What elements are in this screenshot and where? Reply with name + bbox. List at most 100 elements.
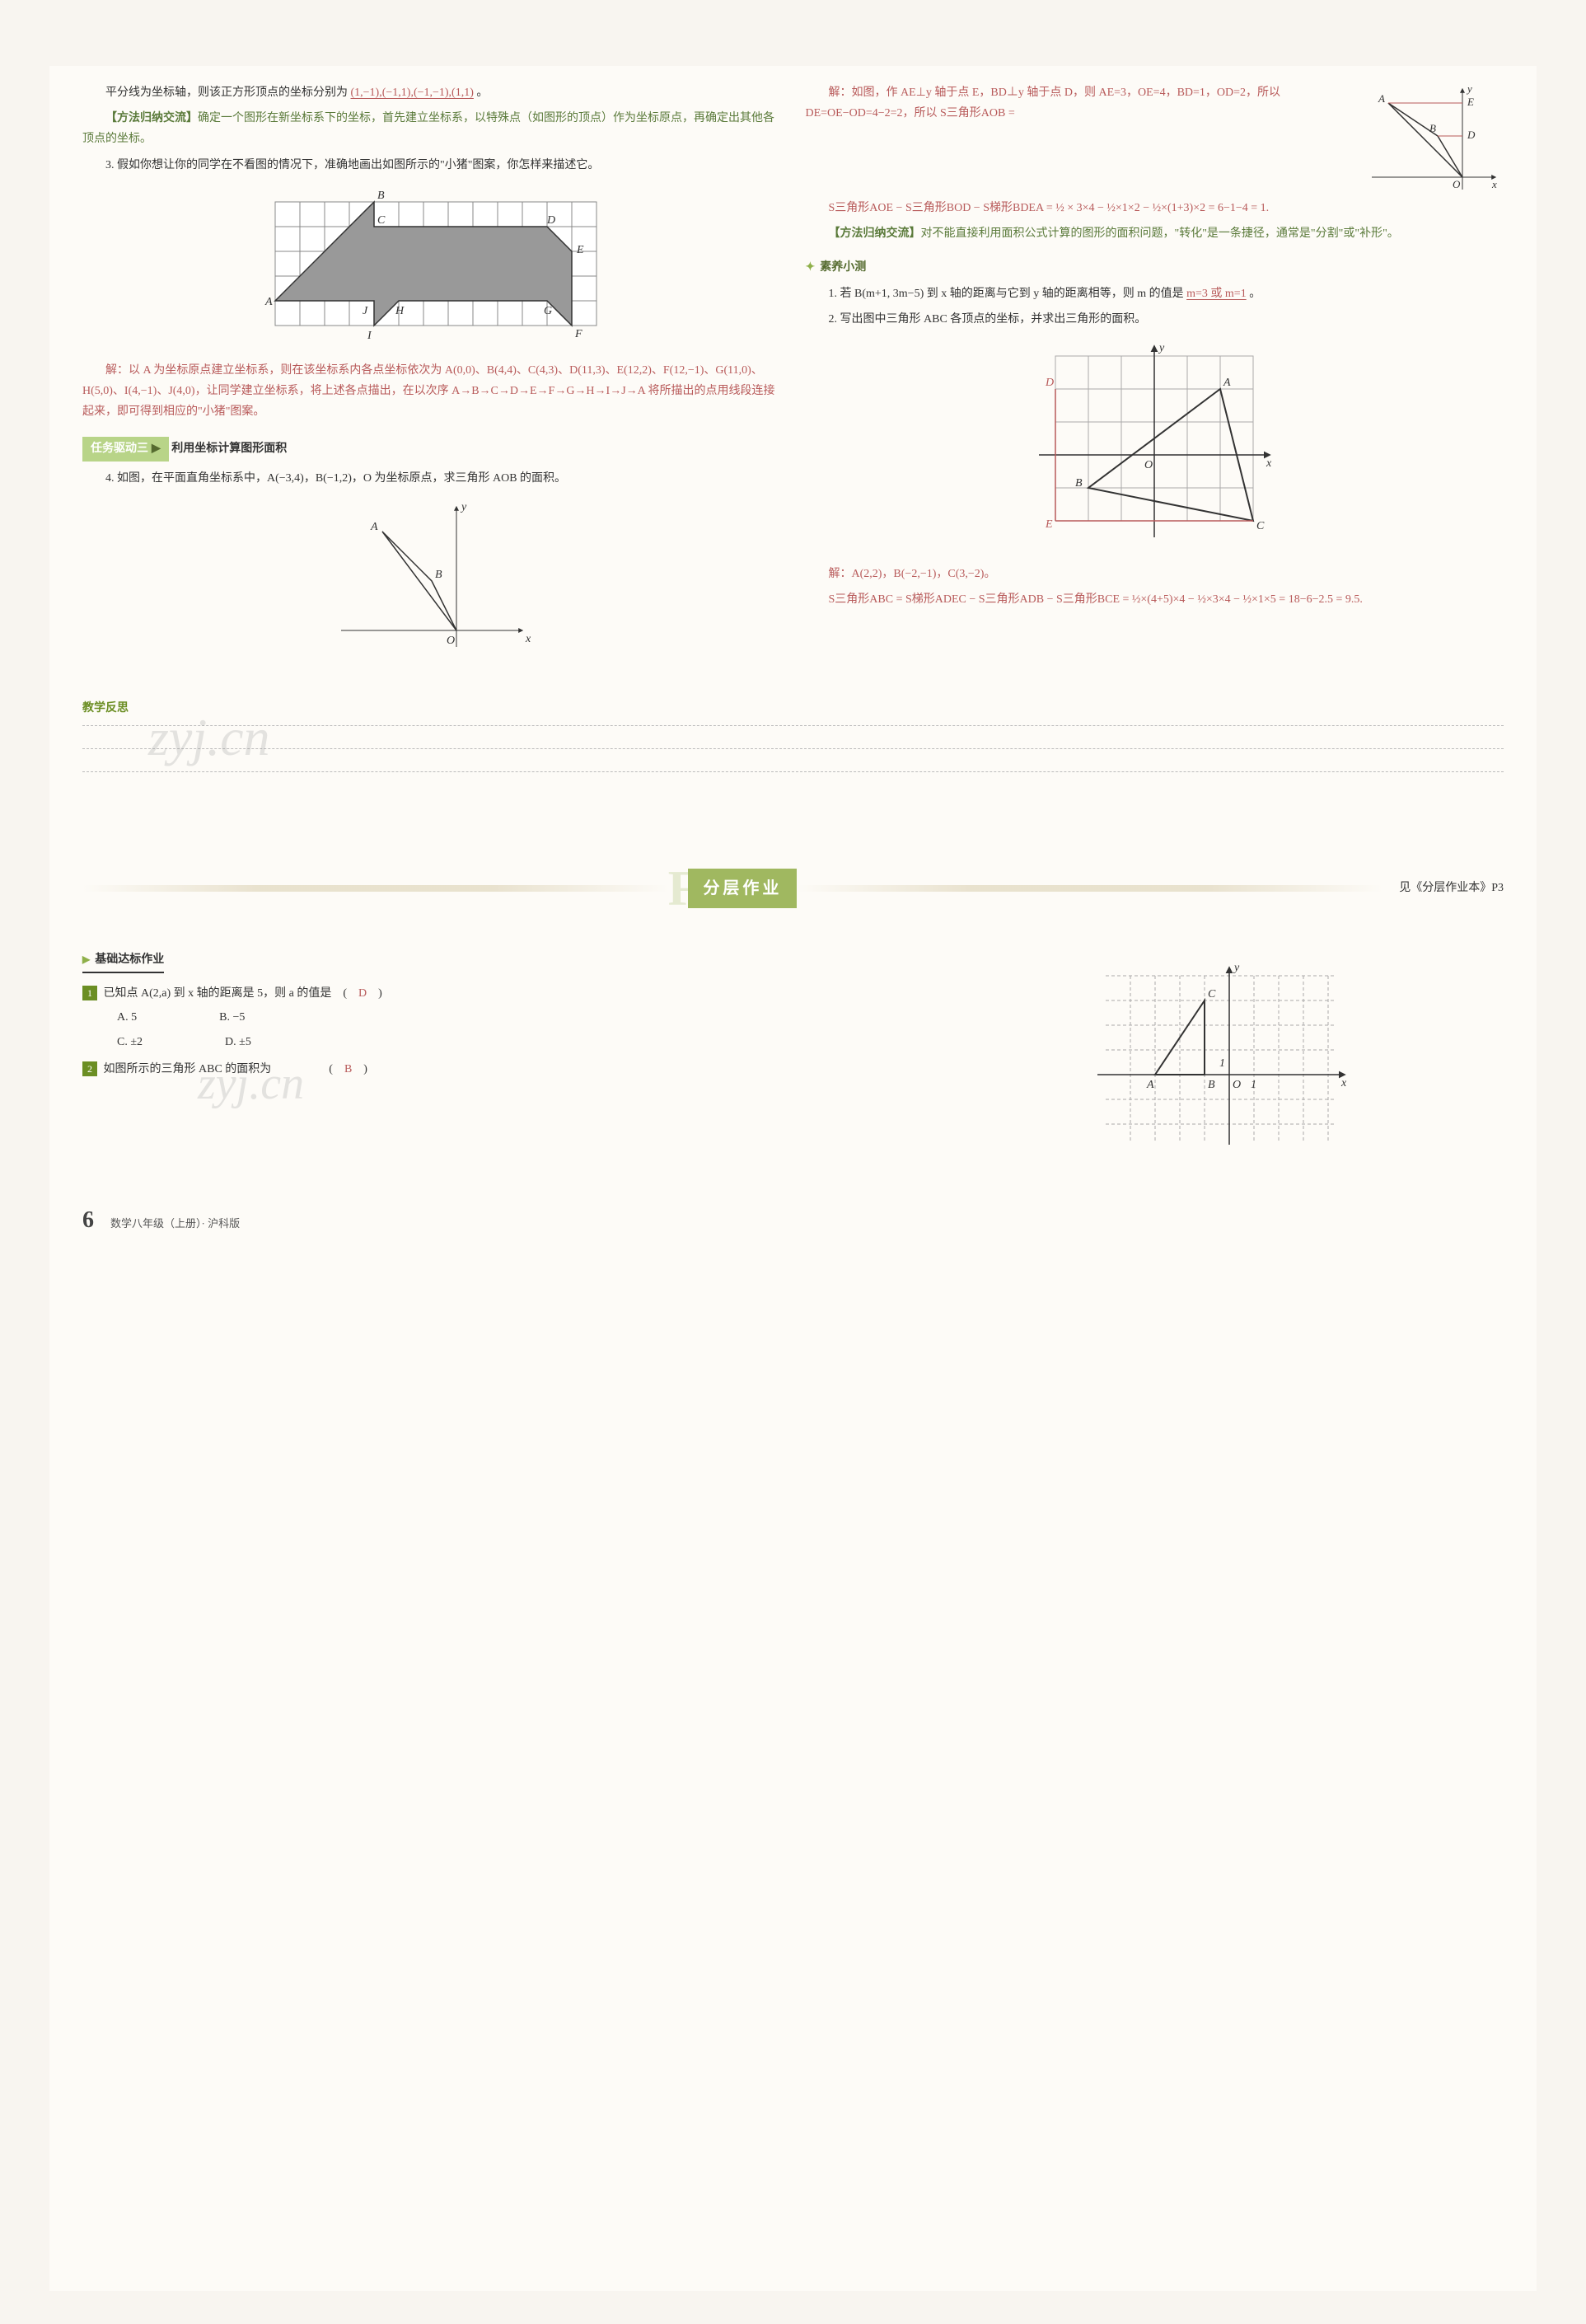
sol3: 解：以 A 为坐标原点建立坐标系，则在该坐标系内各点坐标依次为 A(0,0)、B…: [82, 360, 781, 423]
q4-O: O: [447, 635, 455, 647]
q1-options-row1: A. 5 B. −5: [82, 1007, 897, 1028]
reflection-label: 教学反思: [82, 698, 1504, 719]
intro-text: 平分线为坐标轴，则该正方形顶点的坐标分别为: [105, 87, 348, 99]
sol4-O: O: [1453, 178, 1461, 190]
q3: 3. 假如你想让你的同学在不看图的情况下，准确地画出如图所示的"小猪"图案，你怎…: [82, 155, 781, 176]
sy2-figure: x y O A B C D E: [1022, 340, 1286, 554]
sy1-ans: m=3 或 m=1: [1186, 288, 1247, 300]
right-column: 解：如图，作 AE⊥y 轴于点 E，BD⊥y 轴于点 D，则 AE=3，OE=4…: [806, 82, 1504, 673]
homework-left: 基础达标作业 1 已知点 A(2,a) 到 x 轴的距离是 5，则 a 的值是 …: [82, 949, 897, 1167]
q2-ans: B: [344, 1063, 352, 1075]
q1-opt-b: B. −5: [219, 1007, 245, 1028]
pig-label-D: D: [546, 214, 555, 227]
footer-text: 数学八年级（上册）· 沪科版: [110, 1214, 240, 1233]
hw-figure: x y A B C O 1 1: [1073, 959, 1353, 1157]
q1-num: 1: [82, 986, 97, 1000]
sol4-x: x: [1491, 178, 1497, 190]
sy2-D: D: [1045, 377, 1054, 389]
hw-C: C: [1208, 988, 1216, 1000]
homework-right: x y A B C O 1 1: [922, 949, 1504, 1167]
q1-opt-d: D. ±5: [225, 1032, 251, 1052]
method1-label: 【方法归纳交流】: [105, 112, 198, 124]
banner-title: 分层作业: [688, 869, 797, 908]
hw-q2: 2 如图所示的三角形 ABC 的面积为 ( B ) zyj.cn: [82, 1059, 897, 1080]
layered-banner: F 分层作业 见《分层作业本》P3: [82, 844, 1504, 933]
pig-label-G: G: [544, 305, 552, 317]
reflection-line: [82, 748, 1504, 771]
sol4-A: A: [1378, 92, 1385, 105]
banner-ref: 见《分层作业本》P3: [1382, 878, 1504, 898]
hw-y: y: [1233, 962, 1240, 974]
hw-q1: 1 已知点 A(2,a) 到 x 轴的距离是 5，则 a 的值是 ( D ): [82, 983, 897, 1004]
sy2-B: B: [1075, 477, 1083, 490]
sol4-p2: S三角形AOE − S三角形BOD − S梯形BDEA = ½ × 3×4 − …: [806, 198, 1504, 218]
page-number: 6: [82, 1200, 94, 1241]
q2-num: 2: [82, 1061, 97, 1076]
pig-label-E: E: [576, 244, 584, 256]
homework-section: 基础达标作业 1 已知点 A(2,a) 到 x 轴的距离是 5，则 a 的值是 …: [82, 949, 1504, 1167]
reflection-section: 教学反思 zyj.cn: [82, 698, 1504, 794]
hw-label: 基础达标作业: [82, 949, 164, 973]
hw-O: O: [1233, 1079, 1241, 1091]
q1-opt-a: A. 5: [117, 1007, 137, 1028]
sol4-figure: x y O A E B D: [1364, 82, 1504, 198]
main-two-columns: 平分线为坐标轴，则该正方形顶点的坐标分别为 (1,−1),(−1,1),(−1,…: [82, 82, 1504, 673]
pig-label-H: H: [395, 305, 405, 317]
hw-A: A: [1146, 1079, 1154, 1091]
banner-line-right: [797, 885, 1382, 892]
pig-label-A: A: [264, 296, 273, 308]
sy2-A: A: [1223, 377, 1231, 389]
hw-1y: 1: [1219, 1057, 1225, 1070]
reflection-line: [82, 771, 1504, 794]
sy1-text: 1. 若 B(m+1, 3m−5) 到 x 轴的距离与它到 y 轴的距离相等，则…: [829, 288, 1184, 300]
sol4-y: y: [1466, 82, 1472, 95]
sy2: 2. 写出图中三角形 ABC 各顶点的坐标，并求出三角形的面积。: [806, 309, 1504, 330]
pig-label-F: F: [574, 328, 582, 340]
pig-figure: A B C D E F G H I J: [259, 185, 605, 350]
sy2-C: C: [1256, 520, 1265, 532]
q1-close: ): [367, 987, 382, 1000]
intro-answer: (1,−1),(−1,1),(−1,−1),(1,1): [351, 87, 474, 99]
q4-figure: x y O A B: [325, 499, 539, 663]
banner-line-left: [82, 885, 668, 892]
method2-label: 【方法归纳交流】: [829, 227, 921, 240]
pig-label-B: B: [377, 190, 385, 202]
sy1-end: 。: [1249, 288, 1261, 300]
method1: 【方法归纳交流】确定一个图形在新坐标系下的坐标，首先建立坐标系，以特殊点（如图形…: [82, 108, 781, 149]
sol4-p1: 解：如图，作 AE⊥y 轴于点 E，BD⊥y 轴于点 D，则 AE=3，OE=4…: [806, 82, 1356, 124]
left-column: 平分线为坐标轴，则该正方形顶点的坐标分别为 (1,−1),(−1,1),(−1,…: [82, 82, 781, 673]
sol4-E: E: [1467, 96, 1474, 108]
sy2-E: E: [1045, 518, 1053, 531]
sy2-sol1: 解：A(2,2)，B(−2,−1)，C(3,−2)。: [806, 564, 1504, 584]
task3-title: 利用坐标计算图形面积: [171, 443, 287, 455]
sol4-row: 解：如图，作 AE⊥y 轴于点 E，BD⊥y 轴于点 D，则 AE=3，OE=4…: [806, 82, 1504, 198]
pig-label-J: J: [363, 305, 368, 317]
watermark2: zyj.cn: [198, 1043, 304, 1126]
reflection-line: [82, 725, 1504, 748]
q1-text: 已知点 A(2,a) 到 x 轴的距离是 5，则 a 的值是 (: [104, 987, 359, 1000]
q1-opt-c: C. ±2: [117, 1032, 143, 1052]
hw-B: B: [1208, 1079, 1215, 1091]
sy1: 1. 若 B(m+1, 3m−5) 到 x 轴的距离与它到 y 轴的距离相等，则…: [806, 283, 1504, 304]
q1-options-row2: C. ±2 D. ±5: [82, 1032, 897, 1052]
pig-label-C: C: [377, 214, 386, 227]
method2-body: 对不能直接利用面积公式计算的图形的面积问题，"转化"是一条捷径，通常是"分割"或…: [921, 227, 1399, 240]
q4-A: A: [370, 521, 378, 533]
sy2-x: x: [1266, 457, 1272, 470]
q4-y: y: [460, 501, 467, 513]
sy2-O: O: [1144, 459, 1153, 471]
hw-x: x: [1340, 1077, 1347, 1089]
sol4-B: B: [1429, 122, 1436, 134]
q4-B: B: [435, 569, 442, 581]
q4-x: x: [525, 633, 531, 645]
suyang-label: 素养小测: [806, 257, 867, 278]
sol4-D: D: [1467, 129, 1476, 141]
q2-text: 如图所示的三角形 ABC 的面积为 (: [104, 1063, 344, 1075]
hw-1: 1: [1251, 1079, 1256, 1091]
method2: 【方法归纳交流】对不能直接利用面积公式计算的图形的面积问题，"转化"是一条捷径，…: [806, 223, 1504, 244]
sy2-sol2: S三角形ABC = S梯形ADEC − S三角形ADB − S三角形BCE = …: [806, 589, 1504, 610]
q1-ans: D: [358, 987, 367, 1000]
task3-label: 任务驱动三: [91, 443, 148, 455]
footer: 6 数学八年级（上册）· 沪科版: [82, 1200, 1504, 1241]
pig-label-I: I: [367, 330, 372, 342]
